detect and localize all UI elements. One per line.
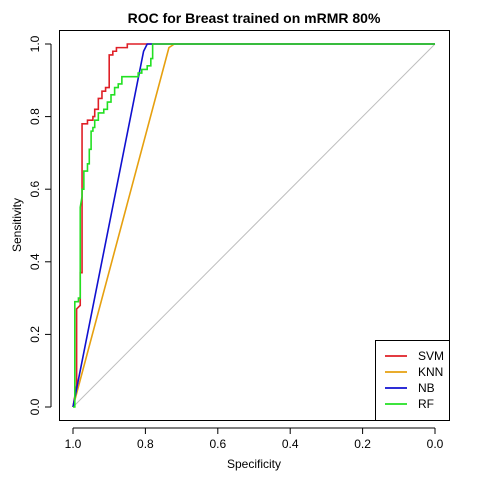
series-layer [72,43,435,408]
x-tick-label: 0.2 [354,437,371,451]
x-tick-label: 0.8 [137,437,154,451]
y-axis: 0.0 0.2 0.4 0.6 0.8 1.0 [28,35,52,415]
y-tick-label: 0.0 [28,398,42,415]
y-tick-label: 0.4 [28,253,42,270]
y-tick-label: 0.8 [28,108,42,125]
series-line-svm [72,43,435,408]
x-axis: 1.0 0.8 0.6 0.4 0.2 0.0 [65,427,444,451]
legend-label-nb: NB [418,381,435,395]
y-tick-label: 0.6 [28,181,42,198]
reference-diagonal-layer [72,43,436,408]
y-axis-label: Sensitivity [10,198,24,252]
x-tick-label: 0.4 [282,437,299,451]
x-axis-label: Specificity [227,457,281,471]
chart-title: ROC for Breast trained on mRMR 80% [128,10,381,26]
x-tick-label: 0.0 [427,437,444,451]
series-line-rf [73,43,435,408]
y-tick-label: 0.2 [28,326,42,343]
legend-box [375,340,450,421]
reference-diagonal-line [72,43,436,408]
legend-label-rf: RF [418,397,434,411]
legend: SVM KNN NB RF [375,340,450,421]
x-tick-label: 1.0 [65,437,82,451]
legend-label-svm: SVM [418,349,444,363]
plot-frame [59,30,450,421]
x-tick-label: 0.6 [209,437,226,451]
y-tick-label: 1.0 [28,35,42,52]
legend-label-knn: KNN [418,365,443,379]
